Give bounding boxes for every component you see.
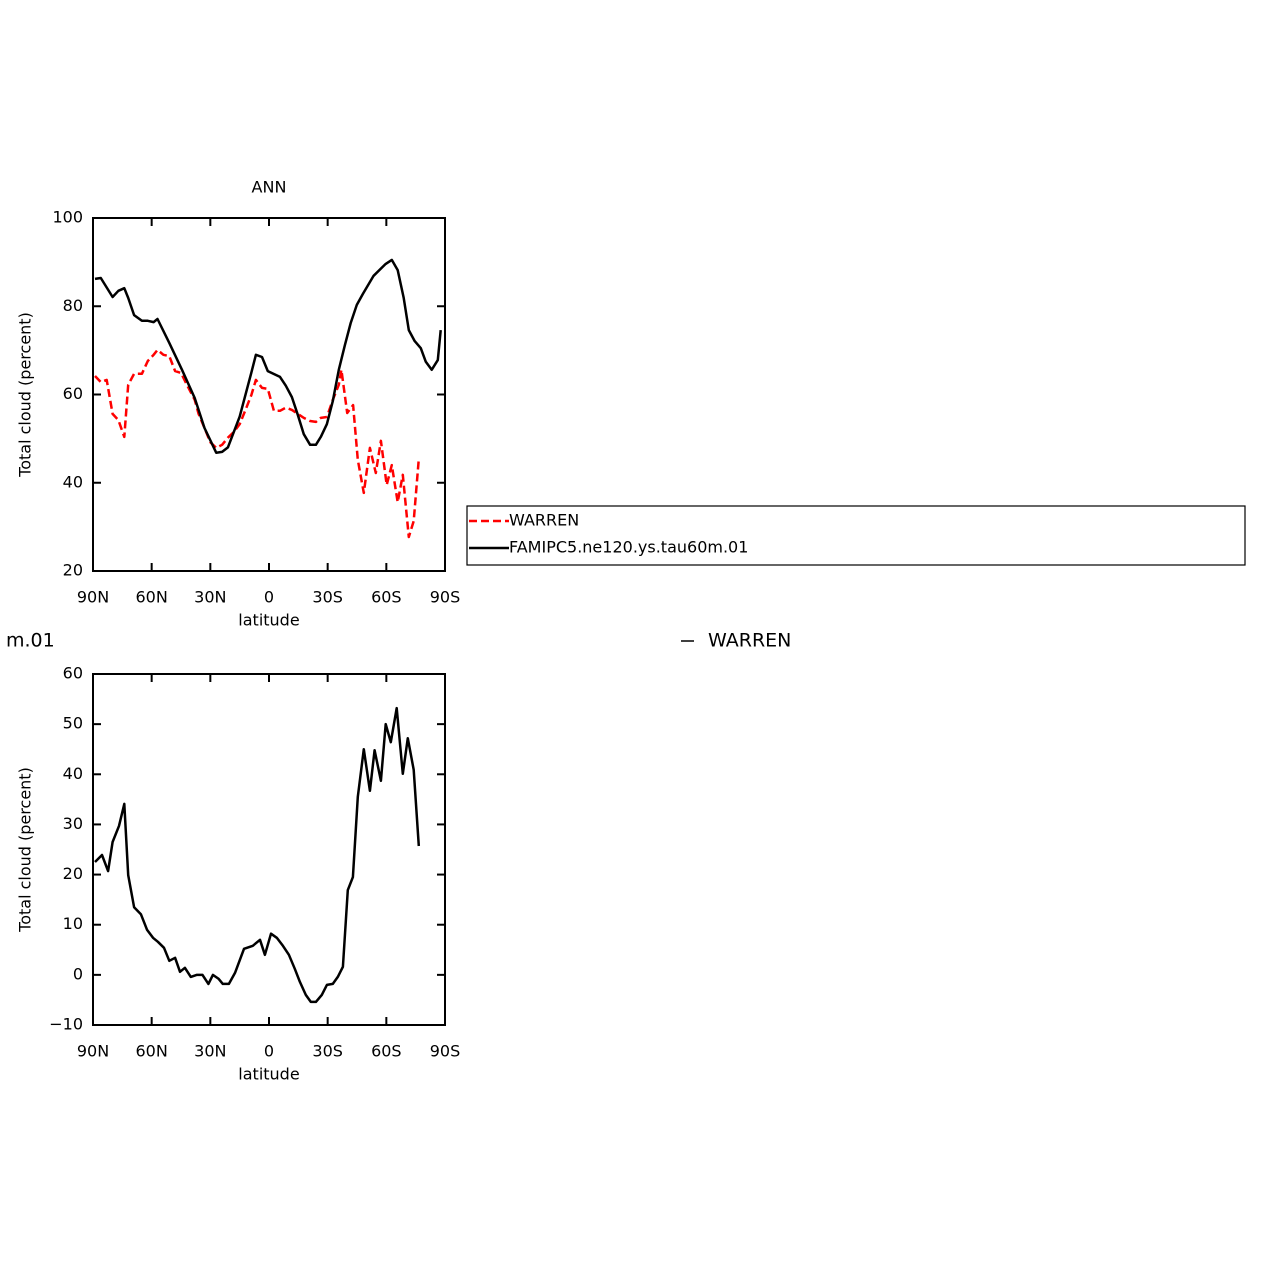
x-tick-label: 0 (264, 588, 274, 607)
x-tick-label: 30S (312, 588, 343, 607)
x-tick-label: 30N (194, 588, 226, 607)
y-tick-label: 80 (63, 296, 83, 315)
y-tick-label: 40 (63, 764, 83, 783)
y-tick-label: −10 (49, 1015, 83, 1034)
y-tick-label: 40 (63, 472, 83, 491)
data-line (94, 706, 421, 1004)
legend-label: FAMIPC5.ne120.ys.tau60m.01 (509, 538, 748, 557)
x-tick-label: 90S (430, 1042, 461, 1061)
y-tick-label: 20 (63, 561, 83, 580)
legend-label: WARREN (509, 511, 579, 530)
x-tick-label: 60S (371, 588, 402, 607)
legend-fragment: WARREN (708, 630, 791, 652)
x-tick-label: 90S (430, 588, 461, 607)
y-tick-label: 0 (73, 964, 83, 983)
y-tick-label: 10 (63, 914, 83, 933)
y-tick-label: 100 (52, 208, 83, 227)
y-tick-label: 30 (63, 814, 83, 833)
y-tick-label: 60 (63, 664, 83, 683)
y-tick-label: 50 (63, 714, 83, 733)
x-tick-label: 30N (194, 1042, 226, 1061)
legend-fragment: m.01 (6, 630, 55, 652)
x-tick-label: 90N (77, 1042, 109, 1061)
y-tick-label: 20 (63, 864, 83, 883)
y-axis-label: Total cloud (percent) (16, 767, 35, 933)
x-tick-label: 60S (371, 1042, 402, 1061)
chart-title: ANN (252, 178, 287, 197)
x-axis-label: latitude (238, 1065, 299, 1084)
y-axis-label: Total cloud (percent) (16, 312, 35, 478)
data-line (94, 258, 442, 454)
x-tick-label: 60N (136, 588, 168, 607)
x-tick-label: 60N (136, 1042, 168, 1061)
x-tick-label: 0 (264, 1042, 274, 1061)
x-axis-label: latitude (238, 611, 299, 630)
x-tick-label: 30S (312, 1042, 343, 1061)
y-tick-label: 60 (63, 384, 83, 403)
x-tick-label: 90N (77, 588, 109, 607)
legend-box (466, 505, 1246, 566)
data-line (94, 348, 421, 539)
